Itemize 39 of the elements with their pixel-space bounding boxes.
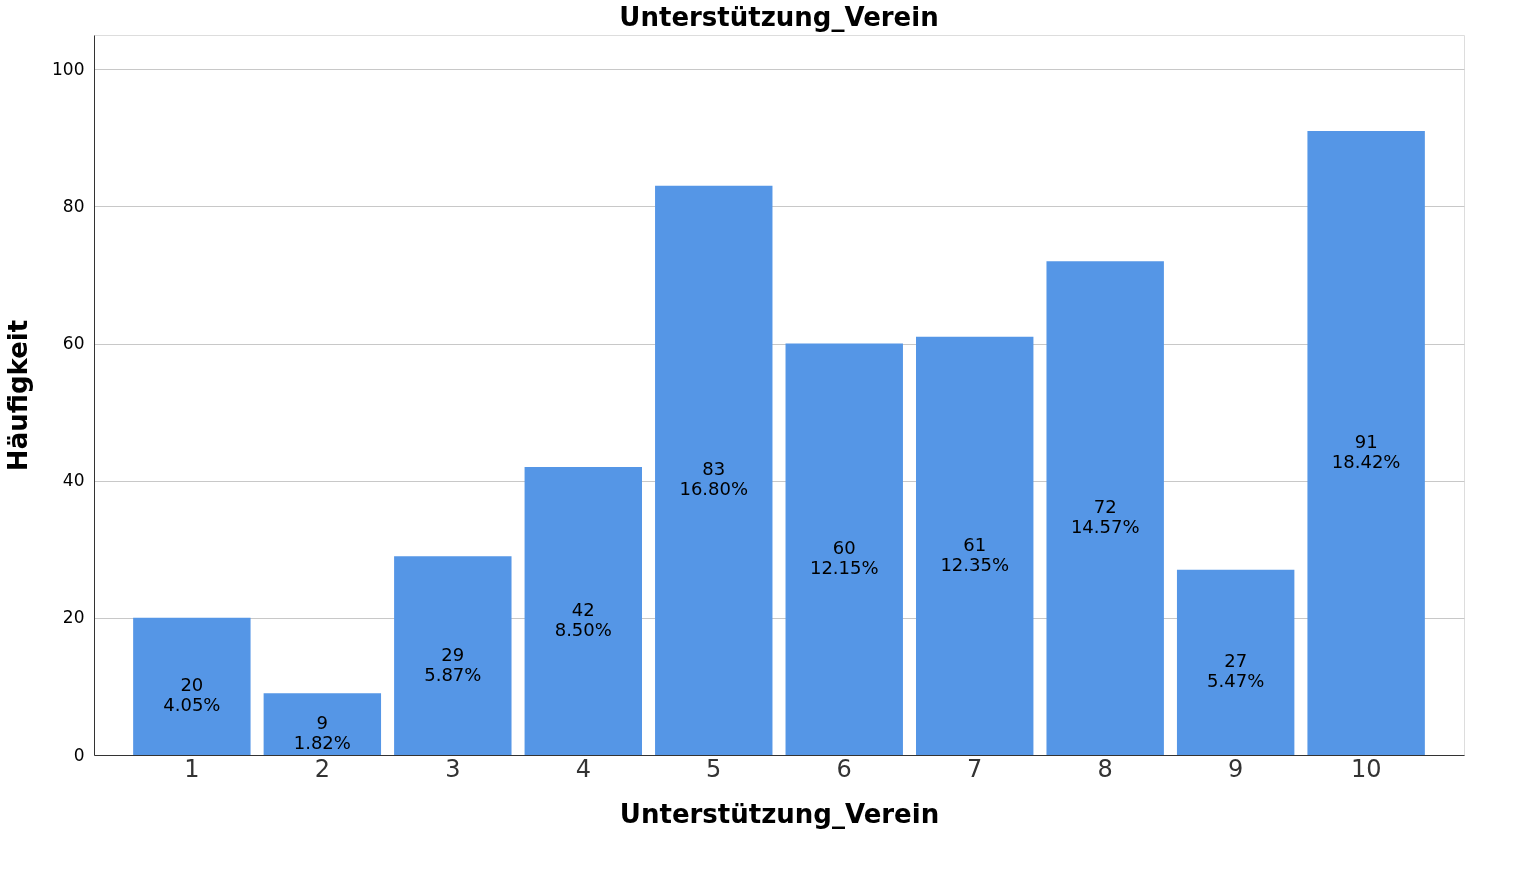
data-label: 61 12.35% <box>940 533 1010 575</box>
y-tick-label: 20 <box>62 607 85 628</box>
x-tick-label: 5 <box>706 754 722 783</box>
data-label: 42 8.50% <box>554 599 612 640</box>
x-tick-label: 9 <box>1228 754 1244 783</box>
data-label: 20 4.05% <box>163 674 221 716</box>
bar <box>263 693 382 755</box>
y-axis-title: Häufigkeit <box>3 319 34 472</box>
bar <box>916 336 1034 755</box>
y-tick-label: 60 <box>62 333 85 354</box>
bar <box>394 556 512 755</box>
bar <box>133 617 251 755</box>
data-label: 9 1.82% <box>293 712 351 754</box>
chart-title: Unterstützung_Verein <box>619 2 939 32</box>
bar <box>785 343 903 755</box>
data-label: 29 5.87% <box>424 643 482 685</box>
x-tick-label: 10 <box>1350 754 1382 783</box>
y-tick-label: 100 <box>52 58 85 79</box>
y-tick-label: 80 <box>62 195 85 216</box>
data-label: 83 16.80% <box>679 458 749 500</box>
x-tick-label: 8 <box>1097 754 1113 783</box>
x-tick-label: 6 <box>836 754 852 783</box>
x-tick-label: 3 <box>445 754 461 783</box>
x-tick-label: 2 <box>314 754 330 783</box>
bar <box>524 467 642 755</box>
bar <box>1307 131 1425 755</box>
y-tick-label: 40 <box>62 470 85 491</box>
x-tick-label: 1 <box>184 754 200 783</box>
bar <box>655 185 773 755</box>
x-axis-title: Unterstützung_Verein <box>619 798 940 829</box>
data-label: 27 5.47% <box>1207 650 1265 692</box>
y-tick-label: 0 <box>73 744 85 765</box>
bar <box>1046 261 1164 755</box>
data-label: 72 14.57% <box>1070 496 1140 538</box>
data-label: 91 18.42% <box>1331 431 1401 472</box>
x-tick-label: 4 <box>575 754 591 783</box>
bar <box>1176 569 1295 755</box>
data-label: 60 12.15% <box>809 537 879 579</box>
x-tick-label: 7 <box>967 754 983 783</box>
